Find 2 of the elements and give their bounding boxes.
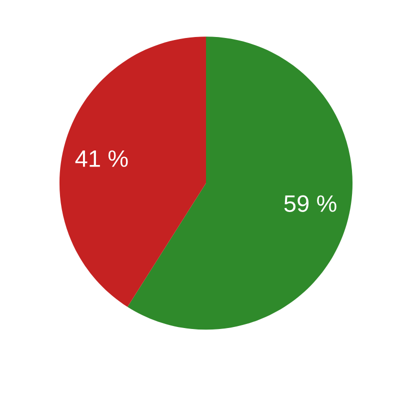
- data-label: 59 %: [284, 195, 336, 212]
- data-label: 41 %: [75, 150, 128, 167]
